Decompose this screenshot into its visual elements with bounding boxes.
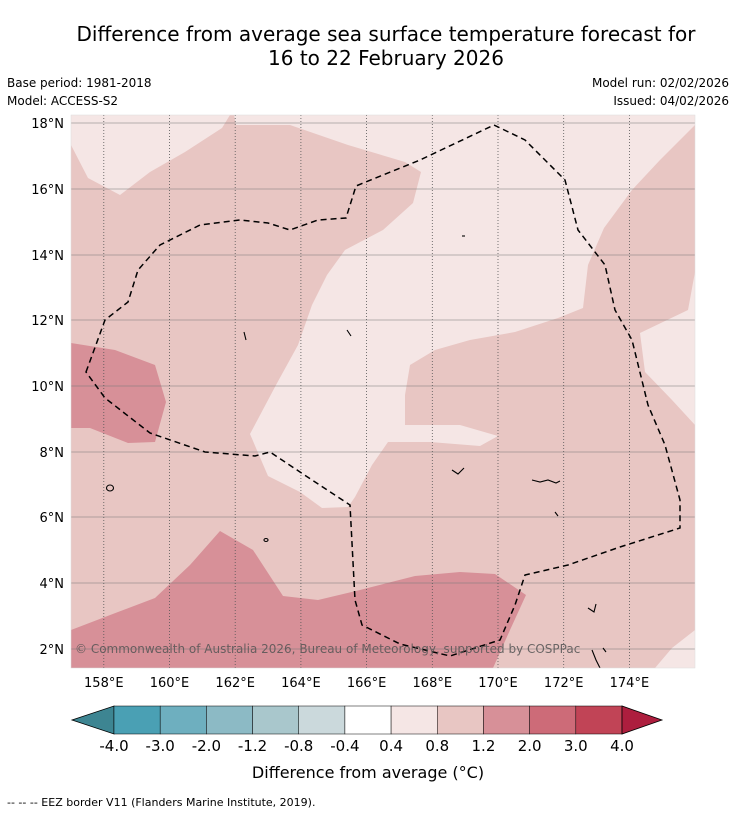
title-line-1: Difference from average sea surface temp… — [76, 22, 696, 46]
lon-label: 164°E — [281, 676, 321, 691]
eez-footnote: -- -- -- EEZ border V11 (Flanders Marine… — [7, 796, 316, 809]
meta-left: Base period: 1981-2018 Model: ACCESS-S2 — [7, 74, 152, 110]
colorbar-label: Difference from average (°C) — [251, 763, 485, 782]
colorbar-bin — [575, 705, 623, 735]
colorbar-over-triangle — [621, 705, 664, 735]
band-1-2-2-0-bottom — [71, 531, 526, 668]
copyright-text: © Commonwealth of Australia 2026, Bureau… — [75, 642, 580, 656]
colorbar-bin — [159, 705, 207, 735]
island-outline — [587, 603, 597, 613]
lat-label: 2°N — [40, 643, 65, 658]
lon-label: 166°E — [347, 676, 387, 691]
colorbar-tick-label: -4.0 — [99, 737, 128, 755]
meta-right: Model run: 02/02/2026 Issued: 04/02/2026 — [592, 74, 729, 110]
map-area — [71, 115, 695, 668]
colorbar-tick-label: 2.0 — [518, 737, 542, 755]
island-outline — [346, 329, 352, 337]
colorbar-tick-label: 3.0 — [564, 737, 588, 755]
lon-labels: 158°E 160°E 162°E 164°E 166°E 168°E 170°… — [84, 676, 649, 691]
colorbar-tick-label: -1.2 — [238, 737, 267, 755]
island-outline — [263, 537, 269, 543]
colorbar-bin — [437, 705, 484, 735]
colorbar-tick-label: -3.0 — [146, 737, 175, 755]
colorbar: -4.0 -3.0 -2.0 -1.2 -0.8 -0.4 0.4 0.8 1.2 2.0 3.0 4… — [70, 705, 664, 755]
colorbar-tick-label: -0.8 — [284, 737, 313, 755]
colorbar-bin — [390, 705, 438, 735]
colorbar-bin — [483, 705, 530, 735]
band-0-4-0-8-central — [234, 115, 695, 508]
islands — [105, 235, 607, 668]
map-figure: © Commonwealth of Australia 2026, Bureau… — [31, 114, 696, 755]
lon-label: 158°E — [84, 676, 124, 691]
island-outline — [243, 331, 247, 341]
lat-label: 14°N — [31, 249, 64, 264]
colorbar-bin — [252, 705, 299, 735]
colorbar-tick-label: 0.8 — [425, 737, 449, 755]
colorbar-tick-label: 1.2 — [472, 737, 496, 755]
map-frame — [70, 114, 696, 669]
island-outline — [451, 467, 465, 475]
band-0-4-0-8-top-left — [71, 115, 230, 195]
base-period-text: Base period: 1981-2018 — [7, 76, 152, 90]
model-run-text: Model run: 02/02/2026 — [591, 76, 729, 90]
eez-border — [85, 124, 681, 657]
colorbar-tick-label: -0.4 — [330, 737, 359, 755]
model-text: Model: ACCESS-S2 — [7, 94, 119, 108]
lon-label: 174°E — [610, 676, 650, 691]
lon-label: 168°E — [413, 676, 453, 691]
band-0-4-0-8-right — [640, 272, 695, 425]
lat-label: 16°N — [31, 183, 64, 198]
lon-grid — [103, 115, 630, 668]
island-outline — [105, 484, 115, 492]
title-line-2: 16 to 22 February 2026 — [268, 46, 504, 70]
issued-text: Issued: 04/02/2026 — [613, 94, 729, 108]
island-outline — [591, 649, 601, 668]
island-outline — [531, 479, 561, 484]
lat-label: 10°N — [31, 380, 64, 395]
lat-grid — [71, 122, 695, 650]
lon-label: 160°E — [150, 676, 190, 691]
lat-label: 6°N — [40, 511, 65, 526]
island-outline — [602, 647, 607, 653]
lat-label: 12°N — [31, 314, 64, 329]
band-1-2-2-0-left — [71, 343, 166, 443]
lon-label: 172°E — [544, 676, 584, 691]
colorbar-tick-label: 0.4 — [379, 737, 403, 755]
lat-labels: 18°N 16°N 14°N 12°N 10°N 8°N 6°N 4°N 2°N — [31, 117, 64, 658]
colorbar-bin — [298, 705, 346, 735]
lat-label: 18°N — [31, 117, 64, 132]
colorbar-bin — [344, 705, 392, 735]
colorbar-under-triangle — [70, 705, 115, 735]
lon-label: 162°E — [215, 676, 255, 691]
island-outline — [554, 511, 559, 517]
map-title: Difference from average sea surface temp… — [36, 22, 736, 70]
colorbar-tick-label: -2.0 — [192, 737, 221, 755]
colorbar-bin — [206, 705, 253, 735]
lat-label: 8°N — [40, 446, 65, 461]
colorbar-bin — [529, 705, 577, 735]
colorbar-bin — [113, 705, 161, 735]
colorbar-tick-label: 4.0 — [610, 737, 634, 755]
lat-label: 4°N — [40, 577, 65, 592]
lon-label: 170°E — [478, 676, 518, 691]
